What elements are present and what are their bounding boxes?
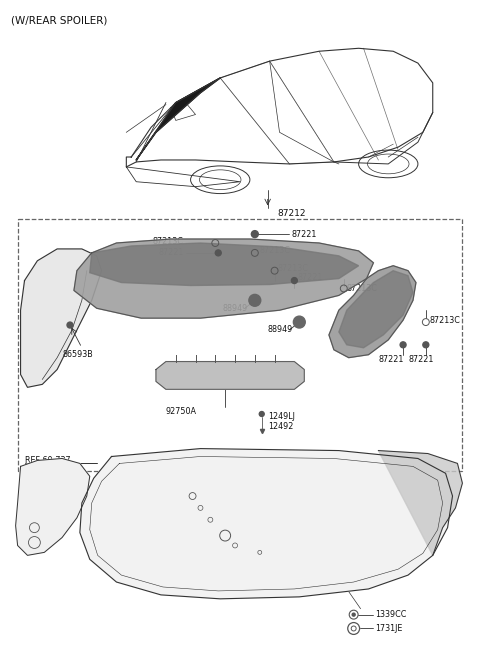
Text: 1249LJ: 1249LJ xyxy=(268,413,295,421)
Text: 92750A: 92750A xyxy=(166,407,197,415)
Text: 87212: 87212 xyxy=(277,209,306,218)
Text: 86593B: 86593B xyxy=(62,350,93,359)
Text: 87221: 87221 xyxy=(408,355,433,364)
Polygon shape xyxy=(378,451,462,555)
Circle shape xyxy=(252,231,258,238)
Circle shape xyxy=(293,316,305,328)
Circle shape xyxy=(249,294,261,306)
Circle shape xyxy=(259,411,264,417)
Text: 88949: 88949 xyxy=(222,304,248,313)
Polygon shape xyxy=(16,459,90,555)
Polygon shape xyxy=(80,449,453,599)
Polygon shape xyxy=(156,361,304,390)
Polygon shape xyxy=(329,265,416,357)
Text: 87213C: 87213C xyxy=(153,237,184,246)
Polygon shape xyxy=(74,239,373,318)
Circle shape xyxy=(352,613,355,616)
Text: 87221: 87221 xyxy=(158,248,184,258)
Circle shape xyxy=(291,278,297,284)
Text: 87213C: 87213C xyxy=(277,264,309,273)
Text: 12492: 12492 xyxy=(268,422,293,432)
Text: 87213C: 87213C xyxy=(347,284,378,293)
Text: 87221: 87221 xyxy=(291,229,317,238)
Circle shape xyxy=(400,342,406,348)
Text: (W/REAR SPOILER): (W/REAR SPOILER) xyxy=(11,16,107,26)
Bar xyxy=(18,219,462,471)
Text: 87221: 87221 xyxy=(297,273,323,282)
Polygon shape xyxy=(136,78,220,160)
Text: 1731JE: 1731JE xyxy=(375,624,403,633)
Text: 87213C: 87213C xyxy=(430,315,461,325)
Text: REF 60-737: REF 60-737 xyxy=(24,456,70,465)
Circle shape xyxy=(423,342,429,348)
Circle shape xyxy=(216,250,221,256)
Polygon shape xyxy=(90,243,359,286)
Circle shape xyxy=(67,322,73,328)
Text: 87221: 87221 xyxy=(378,355,404,364)
Polygon shape xyxy=(339,271,413,348)
Text: 88949: 88949 xyxy=(268,325,293,334)
Text: 87213C: 87213C xyxy=(260,246,291,256)
Polygon shape xyxy=(21,249,102,388)
Text: 1339CC: 1339CC xyxy=(375,610,407,619)
